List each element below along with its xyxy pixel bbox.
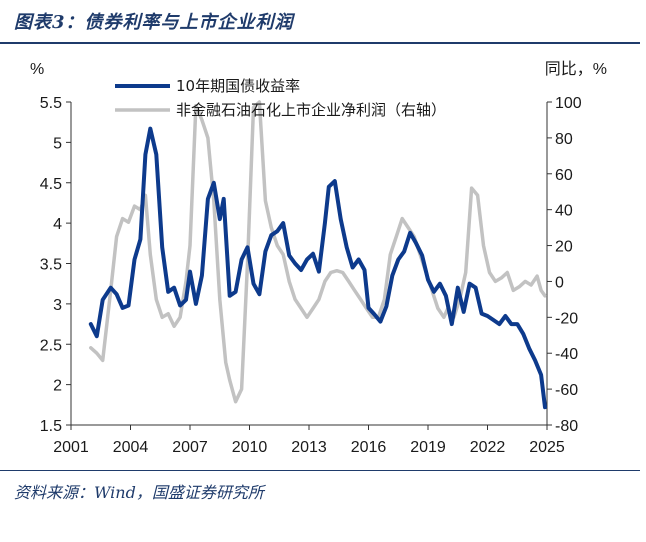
x-tick-label: 2022 — [470, 439, 506, 456]
right-tick-label: 60 — [555, 167, 573, 184]
right-tick-label: 100 — [555, 95, 582, 112]
left-tick-label: 1.5 — [40, 418, 62, 435]
x-tick-label: 2001 — [53, 439, 89, 456]
right-tick-label: -60 — [555, 382, 578, 399]
left-unit-label: % — [30, 61, 44, 78]
legend-label-profit: 非金融石油石化上市企业净利润（右轴） — [176, 101, 446, 119]
top-rule — [0, 42, 640, 44]
right-tick-label: 20 — [555, 239, 573, 256]
right-tick-label: -40 — [555, 346, 578, 363]
right-tick-label: 0 — [555, 274, 564, 291]
right-tick-label: 80 — [555, 131, 573, 148]
bond-yield-line — [88, 126, 547, 410]
x-tick-label: 2016 — [351, 439, 387, 456]
legend-label-bond: 10年期国债收益率 — [176, 77, 300, 95]
figure-title: 图表3：债券利率与上市企业利润 — [14, 12, 294, 33]
right-tick-label: -20 — [555, 310, 578, 327]
left-tick-label: 5 — [53, 135, 62, 152]
left-tick-label: 3.5 — [40, 257, 62, 274]
profit-growth-line — [89, 100, 547, 404]
left-tick-label: 4.5 — [40, 176, 62, 193]
left-tick-label: 2 — [53, 378, 62, 395]
right-tick-label: -80 — [555, 418, 578, 435]
x-tick-label: 2010 — [232, 439, 268, 456]
x-tick-label: 2019 — [410, 439, 446, 456]
x-tick-label: 2025 — [529, 439, 565, 456]
x-tick-label: 2013 — [291, 439, 327, 456]
x-tick-label: 2004 — [113, 439, 149, 456]
right-unit-label: 同比，% — [545, 60, 607, 78]
bottom-rule — [0, 470, 640, 471]
left-tick-label: 4 — [53, 216, 62, 233]
left-tick-label: 3 — [53, 297, 62, 314]
x-tick-label: 2007 — [172, 439, 208, 456]
source-note: 资料来源：Wind，国盛证券研究所 — [14, 483, 264, 502]
right-tick-label: 40 — [555, 203, 573, 220]
line-chart: 5.5 5 4.5 4 3.5 3 2.5 2 1.5 100 80 60 40 20 0 -20 -40 -60… — [30, 60, 607, 456]
left-tick-label: 2.5 — [40, 337, 62, 354]
left-tick-label: 5.5 — [40, 95, 62, 112]
